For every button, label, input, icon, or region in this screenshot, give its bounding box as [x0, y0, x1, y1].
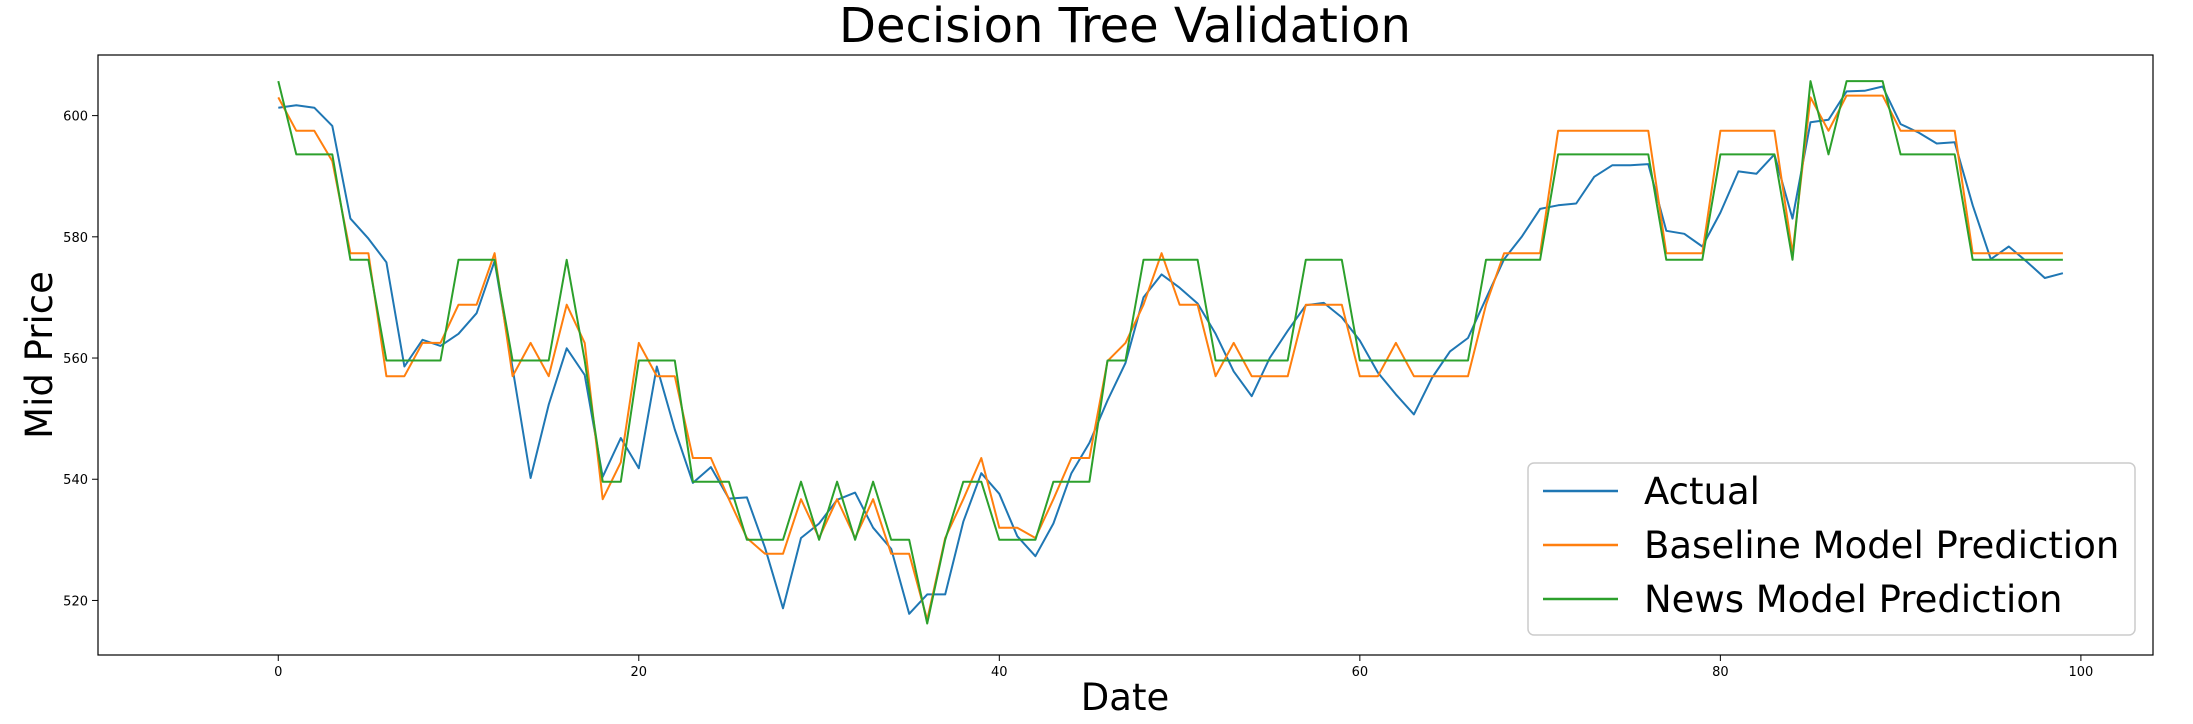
legend-box: [1527, 462, 2136, 636]
x-axis-label: Date: [1081, 676, 1169, 719]
x-tick-label: 0: [274, 665, 282, 680]
legend-label-2: News Model Prediction: [1644, 578, 2062, 621]
x-tick-label: 100: [2068, 665, 2093, 680]
x-axis-ticks: 0 20 40 60 80 100: [274, 655, 2093, 680]
x-tick-label: 20: [631, 665, 648, 680]
series-line-2: [277, 80, 2063, 625]
y-axis-label: Mid Price: [18, 271, 61, 439]
legend: Actual Baseline Model Prediction News Mode…: [1527, 462, 2136, 636]
y-tick-label: 600: [63, 110, 88, 125]
series-line-1: [277, 94, 2063, 621]
y-tick-label: 540: [63, 473, 88, 488]
x-tick-label: 40: [991, 665, 1008, 680]
plot-series: [277, 80, 2064, 625]
plot-frame: [97, 54, 2154, 656]
legend-label-0: Actual: [1644, 470, 1760, 513]
x-tick-label: 60: [1352, 665, 1369, 680]
y-tick-label: 580: [63, 231, 88, 246]
legend-label-1: Baseline Model Prediction: [1644, 524, 2119, 567]
y-axis-ticks: 520 540 560 580 600: [63, 110, 98, 609]
x-tick-label: 80: [1712, 665, 1729, 680]
y-tick-label: 560: [63, 352, 88, 367]
y-tick-label: 520: [63, 594, 88, 609]
chart-title: Decision Tree Validation: [839, 0, 1411, 54]
